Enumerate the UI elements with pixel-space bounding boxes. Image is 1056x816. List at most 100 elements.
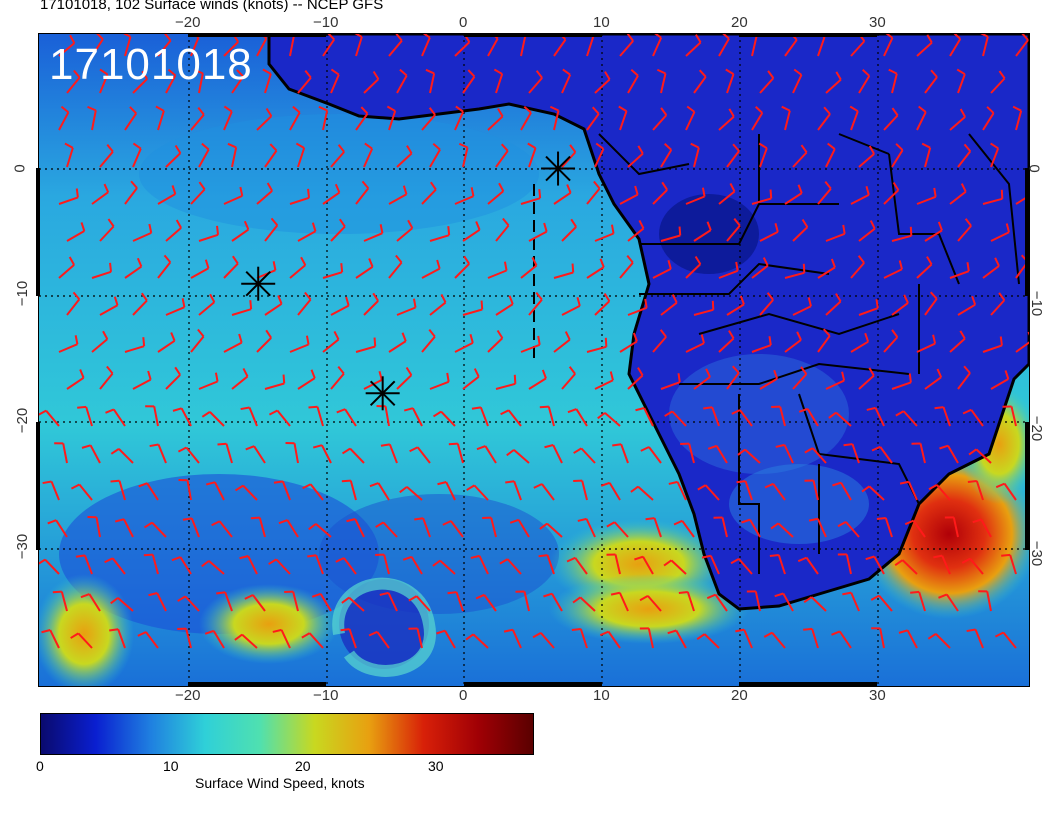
wind-barb (883, 329, 899, 353)
wind-barb (693, 300, 715, 316)
wind-barb (850, 332, 870, 353)
wind-barb (774, 592, 794, 612)
wind-barb (781, 105, 791, 131)
wind-barb (289, 256, 307, 279)
wind-barb (962, 408, 984, 427)
wind-barb (627, 367, 644, 390)
wind-barb (520, 189, 542, 205)
wind-barb (520, 335, 541, 353)
wind-barb (454, 333, 474, 353)
wind-barb (804, 447, 827, 464)
wind-barb (561, 218, 577, 242)
wind-barb (302, 483, 324, 501)
wind-barb (284, 590, 299, 612)
axis-segment (464, 682, 602, 686)
wind-barb (396, 219, 414, 242)
wind-barb (262, 68, 272, 94)
wind-barb (105, 408, 126, 427)
wind-barb (399, 486, 423, 501)
wind-barb (442, 520, 464, 538)
lon-tick-bottom: 0 (459, 687, 468, 704)
wind-barb (606, 553, 621, 575)
wind-barb (770, 522, 794, 538)
wind-barb (911, 442, 926, 464)
wind-barb (520, 105, 532, 131)
lon-tick-bottom: −20 (175, 687, 201, 704)
wind-barb (660, 373, 681, 390)
wind-barb (157, 332, 176, 353)
lon-tick-bottom: 20 (731, 687, 748, 704)
wind-barb (99, 68, 109, 94)
wind-barb (240, 406, 258, 427)
axis-segment (1025, 422, 1029, 550)
wind-barb (509, 518, 530, 538)
wind-barb (652, 329, 667, 353)
wind-barb (916, 105, 927, 131)
wind-barb (808, 517, 827, 538)
wind-barb (177, 595, 200, 612)
wind-barb (1001, 553, 1017, 575)
wind-barb (114, 518, 134, 538)
wind-barb (713, 516, 728, 538)
wind-barb (223, 186, 244, 205)
wind-barb (264, 143, 278, 168)
wind-barb (831, 630, 852, 649)
wind-barb (927, 633, 951, 649)
wind-barb (58, 256, 75, 279)
wind-barb (462, 300, 484, 316)
wind-barb (355, 258, 374, 279)
lon-tick-top: −10 (313, 14, 339, 31)
axis-segment (36, 168, 40, 296)
wind-barb (849, 105, 859, 131)
wind-barb (165, 144, 182, 168)
wind-barb (311, 592, 332, 612)
wind-barb (630, 485, 654, 501)
wind-barb (64, 142, 74, 168)
wind-barb (231, 220, 250, 242)
wind-barb (1012, 105, 1023, 131)
wind-barb (58, 188, 79, 205)
wind-barb (678, 590, 695, 612)
wind-map: 17101018 (38, 33, 1030, 687)
wind-barb (454, 187, 475, 205)
wind-barb (751, 189, 773, 205)
wind-barb (837, 553, 852, 575)
wind-barb (619, 34, 634, 57)
wind-barb (289, 105, 301, 131)
wind-barb (322, 330, 340, 353)
wind-barb (177, 627, 192, 649)
wind-barb (177, 446, 200, 464)
wind-barb (949, 262, 970, 279)
wind-barb (982, 336, 1003, 353)
wind-barb (627, 145, 644, 168)
wind-barb (566, 556, 588, 575)
wind-barb (462, 221, 481, 242)
wind-barb (506, 449, 530, 464)
wind-barb (500, 409, 522, 427)
wind-barb (487, 261, 508, 279)
wind-barb (172, 407, 192, 427)
wind-barb (256, 107, 273, 131)
wind-barb (124, 337, 146, 353)
wind-barb (972, 518, 992, 538)
wind-barb (990, 292, 1006, 316)
wind-barb (308, 405, 324, 427)
wind-barb (204, 629, 225, 649)
wind-barb (264, 374, 286, 390)
wind-barb (982, 257, 1000, 279)
wind-barb (171, 556, 192, 575)
wind-barb (606, 521, 629, 538)
wind-barb (924, 291, 938, 316)
wind-barb (718, 34, 730, 57)
wind-barb (505, 480, 522, 501)
wind-barb (91, 330, 109, 353)
wind-barb (751, 106, 764, 131)
wind-barb (784, 331, 802, 353)
wind-barb (736, 480, 753, 501)
wind-barb (205, 481, 225, 501)
wind-barb (132, 142, 142, 168)
wind-barb (376, 405, 390, 427)
wind-barb (250, 516, 266, 538)
wind-barb (949, 34, 962, 57)
wind-barb (515, 590, 530, 612)
